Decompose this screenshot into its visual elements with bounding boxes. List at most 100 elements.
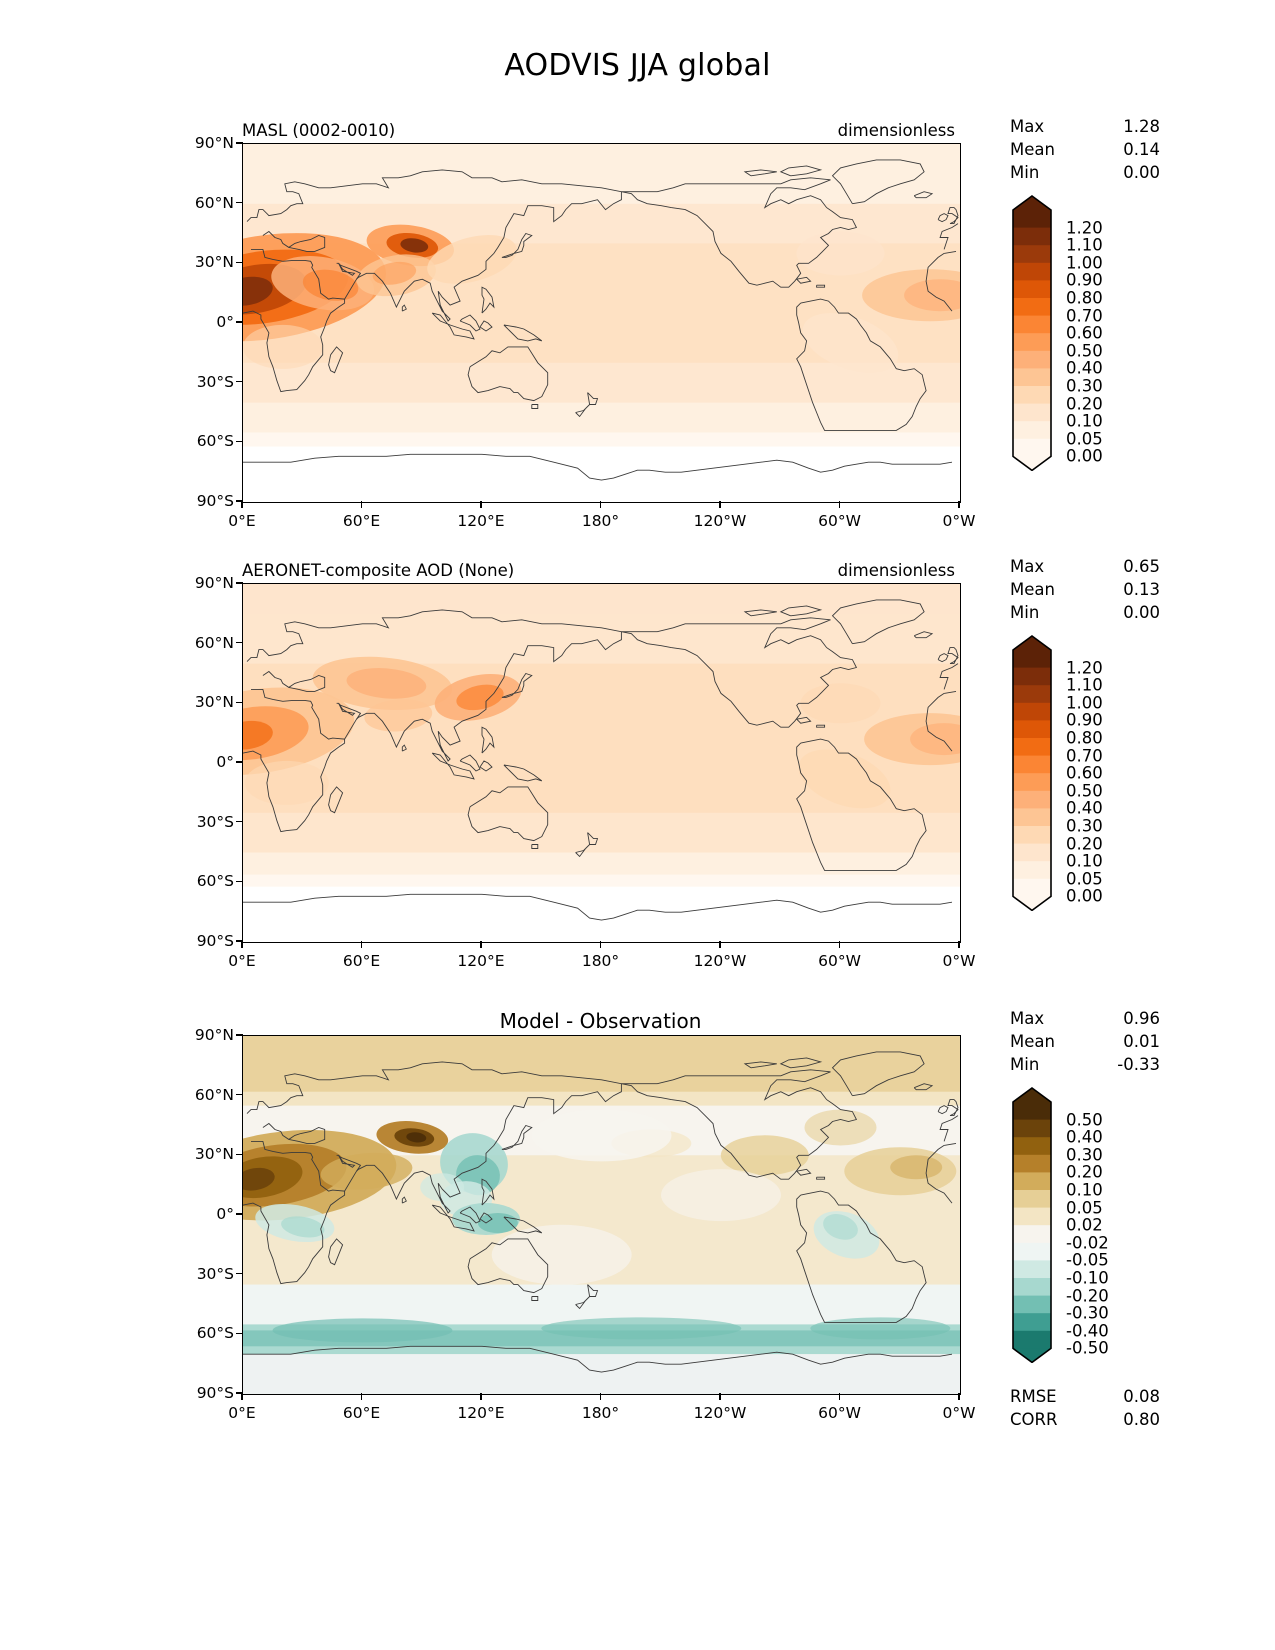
- lon-tick-label: 60°E: [342, 1404, 381, 1422]
- panel-model-stats: Max 1.28 Mean 0.14 Min 0.00: [1010, 115, 1160, 184]
- panel-observation-colorbar: [1012, 635, 1058, 912]
- lon-tick-label: 180°: [581, 1404, 620, 1422]
- colorbar-tick-label: 0.40: [1066, 798, 1103, 818]
- lon-tick-mark: [360, 501, 363, 508]
- stat-label: Min: [1010, 603, 1040, 622]
- metric-value: 0.08: [1123, 1387, 1160, 1407]
- colorbar-tick-label: 0.00: [1066, 446, 1103, 466]
- lon-tick-mark: [480, 1393, 482, 1400]
- lat-tick-label: 90°S: [196, 492, 234, 510]
- panel-difference-colorbar: [1012, 1087, 1058, 1364]
- lat-tick-label: 90°S: [196, 932, 234, 950]
- lat-tick-label: 60°S: [196, 432, 234, 451]
- lat-tick-label: 90°N: [194, 134, 234, 152]
- stat-row: Max 1.28: [1010, 115, 1160, 138]
- lat-tick-label: 0°: [216, 313, 234, 331]
- lat-tick-mark: [236, 820, 243, 823]
- stat-value: -0.33: [1117, 1055, 1160, 1074]
- coastlines: [243, 599, 959, 921]
- lat-tick-mark: [236, 1034, 243, 1036]
- lat-tick-label: 0°: [216, 1205, 234, 1223]
- figure-title: AODVIS JJA global: [504, 48, 771, 83]
- lon-tick-mark: [599, 941, 602, 948]
- colorbar-tick-label: 0.05: [1066, 429, 1103, 449]
- stat-row: Min -0.33: [1010, 1053, 1160, 1076]
- stat-row: Max 0.96: [1010, 1007, 1160, 1030]
- lon-tick-mark: [719, 501, 721, 508]
- lon-tick-mark: [958, 1393, 960, 1400]
- lat-tick-label: 30°S: [196, 812, 234, 831]
- lat-tick-mark: [236, 1153, 243, 1156]
- lat-tick-label: 60°N: [194, 633, 234, 652]
- panel-model-units-label: dimensionless: [837, 121, 955, 140]
- lat-tick-mark: [236, 940, 243, 942]
- lat-tick-label: 30°N: [194, 253, 234, 272]
- lon-tick-mark: [719, 1393, 721, 1400]
- stat-row: Min 0.00: [1010, 601, 1160, 624]
- stat-row: Max 0.65: [1010, 555, 1160, 578]
- stat-row: Mean 0.14: [1010, 138, 1160, 161]
- lon-tick-label: 0°W: [942, 952, 976, 970]
- colorbar-tick-label: -0.02: [1066, 1233, 1109, 1253]
- stat-label: Max: [1010, 1009, 1045, 1028]
- lon-tick-label: 0°W: [942, 1404, 976, 1422]
- colorbar-tick-label: 0.30: [1066, 816, 1103, 836]
- lon-tick-mark: [241, 941, 243, 948]
- colorbar-tick-label: 0.30: [1066, 1145, 1103, 1165]
- lon-tick-label: 60°E: [342, 512, 381, 530]
- metric-row: CORR 0.80: [1010, 1408, 1160, 1431]
- lon-tick-mark: [241, 1393, 243, 1400]
- lon-tick-mark: [480, 501, 482, 508]
- panel-difference-map: [242, 1035, 961, 1395]
- lon-tick-mark: [719, 941, 721, 948]
- panel-difference-title: Model - Observation: [499, 1009, 702, 1033]
- lon-tick-label: 180°: [581, 512, 620, 530]
- lon-tick-label: 60°W: [818, 1404, 861, 1422]
- colorbar-tick-label: 0.20: [1066, 1162, 1103, 1182]
- colorbar-tick-label: 0.90: [1066, 710, 1103, 730]
- lon-tick-label: 0°W: [942, 512, 976, 530]
- stat-row: Mean 0.01: [1010, 1030, 1160, 1053]
- stat-value: 0.65: [1123, 557, 1160, 576]
- lon-tick-mark: [241, 501, 243, 508]
- colorbar-tick-label: -0.30: [1066, 1303, 1109, 1323]
- lon-tick-mark: [480, 941, 482, 948]
- lon-tick-mark: [958, 501, 960, 508]
- stat-label: Max: [1010, 557, 1045, 576]
- panel-model-source-label: MASL (0002-0010): [242, 121, 396, 140]
- stat-value: 0.96: [1123, 1009, 1160, 1028]
- lat-tick-mark: [236, 440, 243, 443]
- lon-tick-label: 0°E: [228, 1404, 256, 1422]
- lat-tick-mark: [236, 201, 243, 204]
- lon-tick-mark: [599, 501, 602, 508]
- colorbar-tick-label: 1.20: [1066, 658, 1103, 678]
- stat-value: 1.28: [1123, 117, 1160, 136]
- lat-tick-label: 30°N: [194, 1145, 234, 1164]
- lat-tick-mark: [236, 500, 243, 502]
- colorbar-tick-label: 1.10: [1066, 675, 1103, 695]
- lat-tick-label: 30°N: [194, 693, 234, 712]
- lat-tick-mark: [236, 641, 243, 644]
- panel-difference-stats: Max 0.96 Mean 0.01 Min -0.33: [1010, 1007, 1160, 1076]
- stat-row: Mean 0.13: [1010, 578, 1160, 601]
- stat-label: Mean: [1010, 140, 1055, 159]
- stat-value: 0.00: [1123, 163, 1160, 182]
- lat-tick-mark: [236, 142, 243, 144]
- colorbar-tick-label: -0.50: [1066, 1338, 1109, 1358]
- colorbar-tick-label: 0.10: [1066, 411, 1103, 431]
- panel-difference-metrics: RMSE 0.08 CORR 0.80: [1010, 1385, 1160, 1431]
- stat-label: Mean: [1010, 1032, 1055, 1051]
- lon-tick-label: 120°E: [457, 952, 505, 970]
- lon-tick-label: 120°W: [693, 952, 747, 970]
- coastlines: [243, 159, 959, 481]
- stat-row: Min 0.00: [1010, 161, 1160, 184]
- colorbar-tick-label: 0.70: [1066, 746, 1103, 766]
- lon-tick-mark: [958, 941, 960, 948]
- colorbar-tick-label: 0.30: [1066, 376, 1103, 396]
- stat-value: 0.01: [1123, 1032, 1160, 1051]
- lon-tick-label: 0°E: [228, 952, 256, 970]
- colorbar-tick-label: 0.10: [1066, 851, 1103, 871]
- lat-tick-mark: [236, 380, 243, 383]
- colorbar-tick-label: 0.20: [1066, 394, 1103, 414]
